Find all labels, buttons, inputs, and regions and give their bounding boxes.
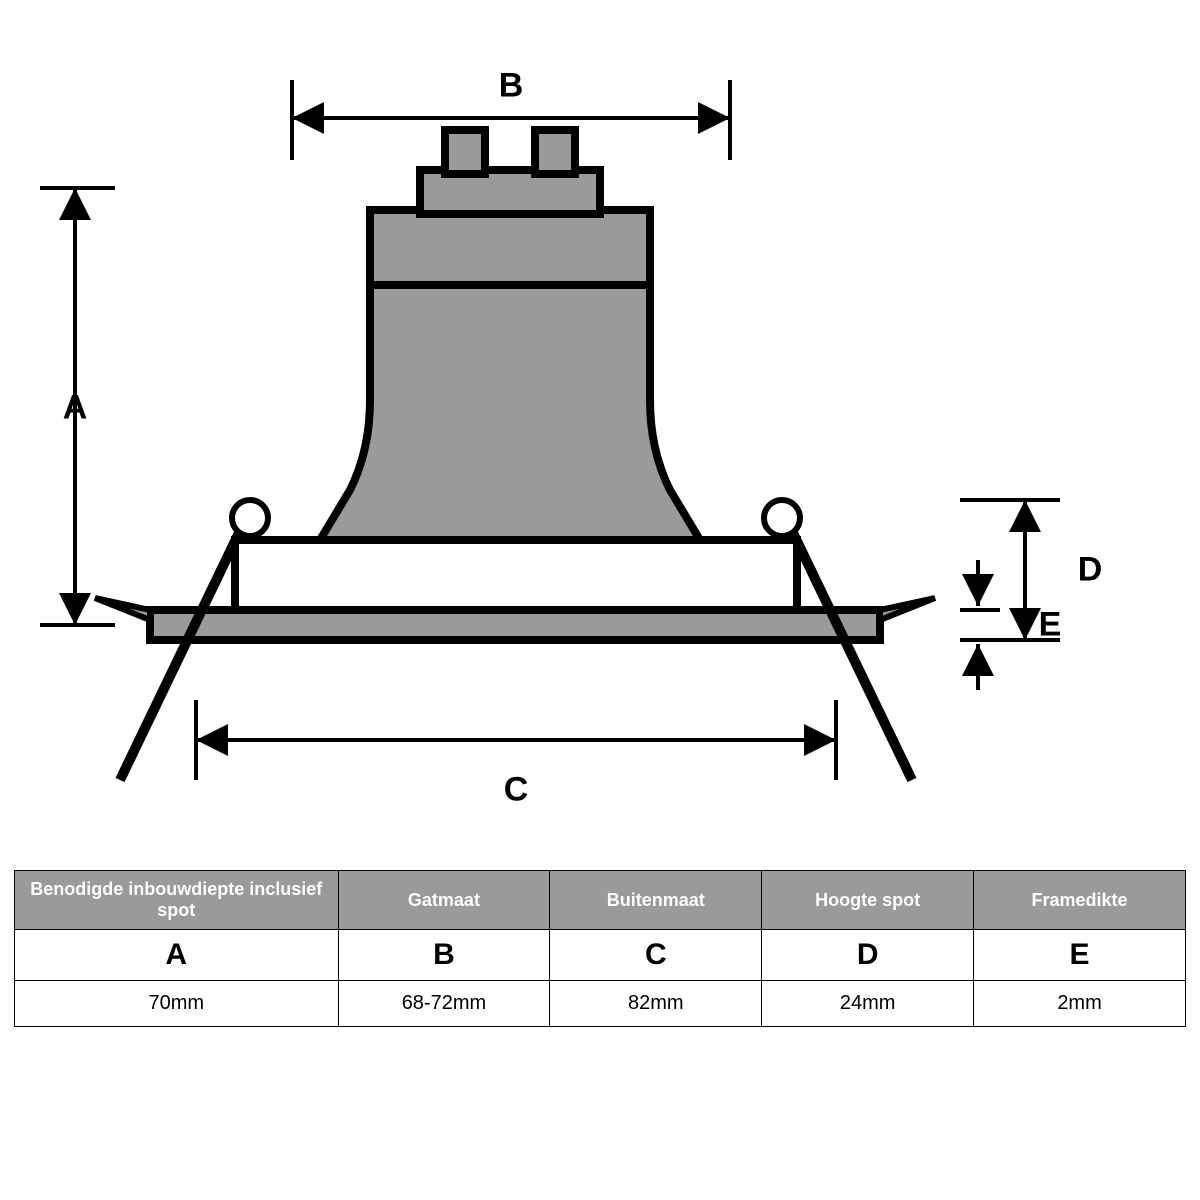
diagram-svg — [0, 0, 1200, 870]
col-letter-a: A — [15, 930, 339, 981]
col-header-e: Framedikte — [974, 871, 1186, 930]
col-value-e: 2mm — [974, 981, 1186, 1027]
table-value-row: 70mm 68-72mm 82mm 24mm 2mm — [15, 981, 1186, 1027]
dim-label-a: A — [63, 389, 88, 428]
table-letter-row: A B C D E — [15, 930, 1186, 981]
dimensions-table: Benodigde inbouwdiepte inclusief spot Ga… — [14, 870, 1186, 1027]
col-header-b: Gatmaat — [338, 871, 550, 930]
col-letter-c: C — [550, 930, 762, 981]
dim-label-c: C — [504, 771, 529, 810]
spotlight-shape — [95, 130, 935, 780]
col-value-b: 68-72mm — [338, 981, 550, 1027]
col-letter-d: D — [762, 930, 974, 981]
col-letter-b: B — [338, 930, 550, 981]
col-letter-e: E — [974, 930, 1186, 981]
col-header-d: Hoogte spot — [762, 871, 974, 930]
col-header-c: Buitenmaat — [550, 871, 762, 930]
dim-label-b: B — [499, 67, 524, 106]
col-header-a: Benodigde inbouwdiepte inclusief spot — [15, 871, 339, 930]
col-value-a: 70mm — [15, 981, 339, 1027]
col-value-c: 82mm — [550, 981, 762, 1027]
table-header-row: Benodigde inbouwdiepte inclusief spot Ga… — [15, 871, 1186, 930]
technical-diagram: A B C D E — [0, 0, 1200, 870]
dim-label-d: D — [1078, 551, 1103, 590]
dim-label-e: E — [1039, 606, 1062, 645]
col-value-d: 24mm — [762, 981, 974, 1027]
